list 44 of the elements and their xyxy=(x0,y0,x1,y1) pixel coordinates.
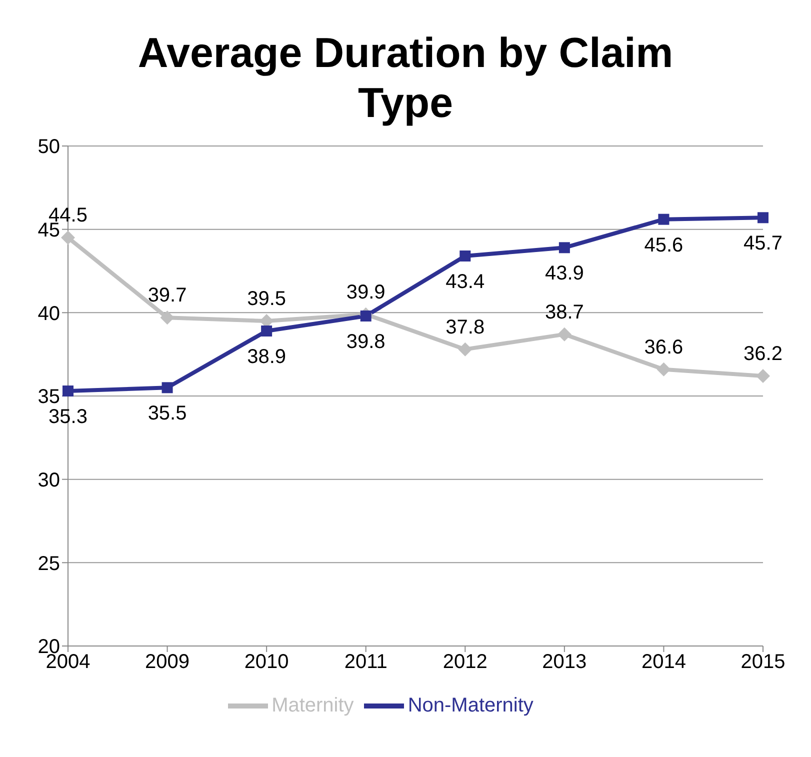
point xyxy=(656,362,671,376)
point xyxy=(658,214,670,225)
x-tick-label: 2011 xyxy=(344,651,388,674)
point xyxy=(162,382,173,394)
data-label: 36.6 xyxy=(644,336,684,358)
data-label: 38.7 xyxy=(544,301,584,324)
data-label: 37.8 xyxy=(446,316,485,338)
point xyxy=(557,327,572,342)
point xyxy=(61,230,75,245)
y-tick-label: 25 xyxy=(38,552,60,575)
y-tick-label: 50 xyxy=(38,136,60,158)
point xyxy=(460,250,471,262)
y-tick-label: 35 xyxy=(38,386,60,408)
point xyxy=(756,369,770,383)
data-label: 35.5 xyxy=(148,402,187,425)
point xyxy=(558,242,570,254)
point xyxy=(458,342,472,356)
legend-label: Non-Maternity xyxy=(408,694,534,716)
x-tick-label: 2014 xyxy=(641,651,686,674)
point xyxy=(62,386,74,396)
data-label: 39.9 xyxy=(346,281,386,304)
x-tick-label: 2010 xyxy=(244,651,289,674)
data-label: 39.8 xyxy=(346,331,386,353)
legend-label: Maternity xyxy=(272,694,354,716)
data-label: 35.3 xyxy=(48,406,88,428)
point xyxy=(160,310,174,325)
data-label: 36.2 xyxy=(744,343,782,365)
data-label: 39.7 xyxy=(148,284,187,307)
point xyxy=(360,310,372,322)
chart-title: Average Duration by Claim Type xyxy=(136,28,674,128)
x-tick-label: 2009 xyxy=(145,651,190,674)
y-tick-label: 40 xyxy=(38,302,60,325)
y-tick-label: 30 xyxy=(38,469,60,492)
data-label: 43.9 xyxy=(544,262,584,285)
data-label: 45.7 xyxy=(744,232,782,255)
data-label: 45.6 xyxy=(644,234,684,256)
x-tick-label: 2015 xyxy=(740,651,786,674)
x-tick-label: 2012 xyxy=(442,651,488,674)
data-label: 38.9 xyxy=(247,346,286,368)
point xyxy=(758,212,768,224)
data-label: 43.4 xyxy=(446,271,485,293)
x-tick-label: 2013 xyxy=(542,651,587,674)
data-label: 39.5 xyxy=(247,288,286,310)
point xyxy=(261,326,272,336)
